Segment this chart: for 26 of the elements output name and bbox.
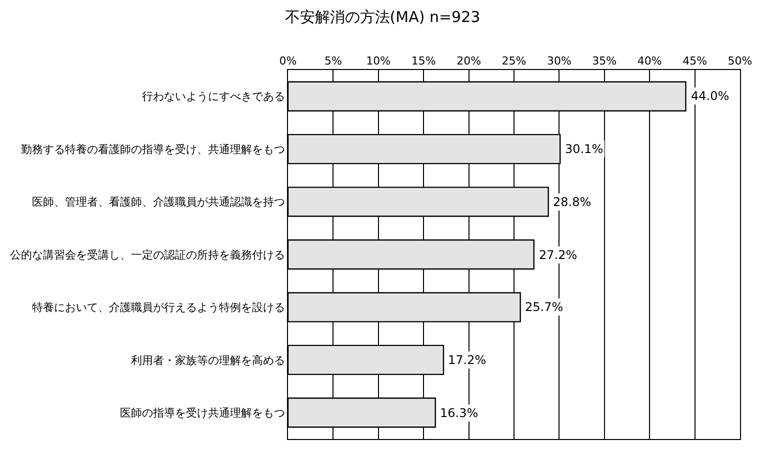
x-tick-label: 5% — [324, 54, 342, 68]
data-label: 28.8% — [553, 195, 592, 209]
x-tick-label: 30% — [546, 54, 572, 68]
y-tick-label: 公的な講習会を受講し、一定の認証の所持を義務付ける — [10, 248, 285, 262]
x-tick-label: 40% — [637, 54, 662, 68]
x-tick-label: 0% — [279, 54, 297, 68]
x-tick-label: 15% — [411, 54, 436, 68]
x-tick-label: 10% — [366, 54, 391, 68]
data-label: 17.2% — [448, 353, 486, 367]
data-label: 25.7% — [525, 300, 564, 314]
x-tick-label: 25% — [502, 54, 526, 68]
y-tick-label: 勤務する特養の看護師の指導を受け、共通理解をもつ — [20, 142, 285, 156]
x-tick-label: 50% — [728, 54, 752, 68]
data-label: 27.2% — [539, 248, 578, 262]
y-tick-label: 医師の指導を受け共通理解をもつ — [120, 406, 285, 420]
data-label: 30.1% — [565, 142, 604, 156]
y-tick-label: 行わないようにすべきである — [142, 90, 285, 104]
x-tick-label: 45% — [682, 54, 708, 68]
data-label: 44.0% — [691, 89, 730, 103]
y-tick-label: 医師、管理者、看護師、介護職員が共通認識を持つ — [32, 196, 285, 209]
y-tick-label: 利用者・家族等の理解を高める — [130, 354, 285, 367]
x-tick-label: 35% — [592, 54, 617, 68]
y-tick-label: 特養において、介護職員が行えるよう特例を設ける — [32, 301, 285, 314]
chart-title: 不安解消の方法(MA) n=923 — [284, 8, 480, 26]
data-label: 16.3% — [440, 406, 478, 420]
x-tick-label: 20% — [456, 54, 482, 68]
